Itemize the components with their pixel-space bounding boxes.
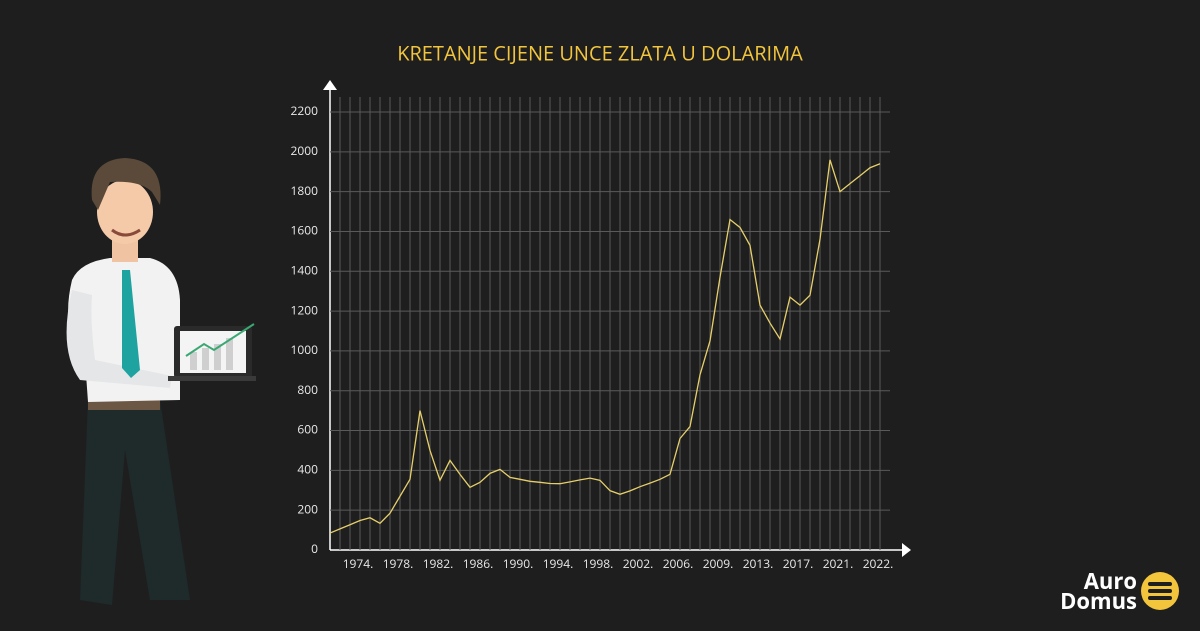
x-tick-label: 2017.: [783, 555, 814, 572]
x-tick-label: 2009.: [703, 555, 734, 572]
x-tick-label: 2013.: [743, 555, 774, 572]
y-tick-label: 0: [311, 540, 318, 557]
x-tick-label: 2002.: [623, 555, 654, 572]
x-tick-label: 1990.: [503, 555, 534, 572]
illustration: [66, 158, 256, 605]
x-tick-label: 2006.: [663, 555, 694, 572]
y-tick-label: 1000: [291, 341, 319, 358]
x-tick-label: 2022.: [863, 555, 894, 572]
x-tick-label: 1998.: [583, 555, 614, 572]
chart-title: KRETANJE CIJENE UNCE ZLATA U DOLARIMA: [397, 39, 803, 66]
logo: Auro Domus: [1060, 566, 1179, 616]
y-tick-label: 2000: [291, 142, 319, 159]
axes: [323, 80, 911, 557]
y-tick-label: 200: [297, 500, 318, 517]
y-tick-label: 800: [297, 381, 318, 398]
x-tick-label: 1974.: [343, 555, 374, 572]
y-tick-label: 1600: [291, 222, 319, 239]
x-tick-label: 1986.: [463, 555, 494, 572]
y-tick-label: 600: [297, 421, 318, 438]
y-tick-label: 1800: [291, 182, 319, 199]
y-tick-label: 400: [297, 461, 318, 478]
data-line: [329, 159, 881, 534]
y-tick-label: 2200: [291, 102, 319, 119]
y-tick-label: 1200: [291, 301, 319, 318]
logo-line1: Auro: [1084, 566, 1137, 596]
x-tick-label: 1978.: [383, 555, 414, 572]
x-tick-label: 1982.: [423, 555, 454, 572]
y-tick-label: 1400: [291, 261, 319, 278]
x-tick-label: 2021.: [823, 555, 854, 572]
x-tick-label: 1994.: [543, 555, 574, 572]
logo-line2: Domus: [1060, 586, 1137, 616]
